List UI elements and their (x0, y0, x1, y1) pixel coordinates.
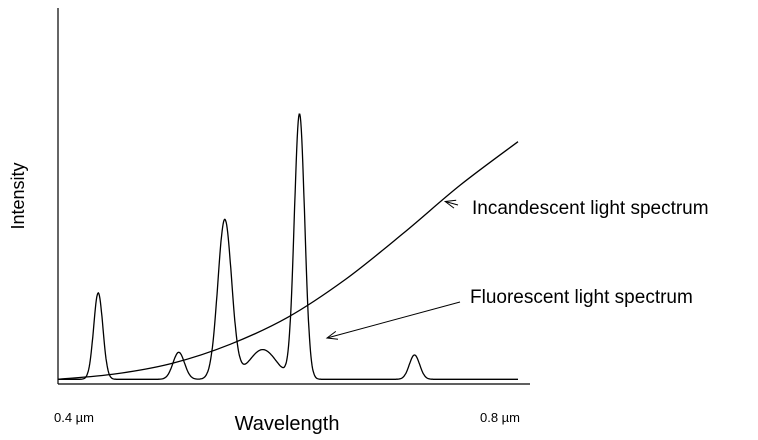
axes (57, 8, 530, 385)
incandescent-label: Incandescent light spectrum (472, 198, 709, 219)
fluorescent-annotation: Fluorescent light spectrum (325, 287, 693, 340)
fluorescent-label: Fluorescent light spectrum (470, 287, 693, 308)
fluorescent-arrowhead (325, 330, 339, 340)
x-tick-label-start: 0.4 µm (54, 410, 94, 425)
x-axis-label: Wavelength (235, 413, 340, 435)
x-tick-label-end: 0.8 µm (480, 410, 520, 425)
incandescent-annotation: Incandescent light spectrum (443, 198, 709, 219)
fluorescent-spectrum-line (58, 113, 518, 380)
incandescent-arrow (445, 200, 459, 206)
y-axis-label: Intensity (8, 162, 28, 229)
incandescent-spectrum-line (57, 141, 519, 380)
fluorescent-arrow (326, 301, 461, 339)
incandescent-arrowhead (443, 199, 457, 209)
